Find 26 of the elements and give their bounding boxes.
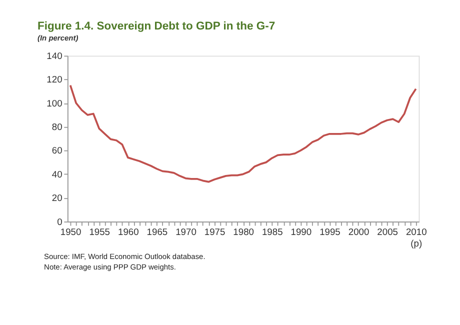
x-tick-label: 2005 bbox=[377, 227, 398, 238]
x-tick-label: 1975 bbox=[204, 227, 226, 238]
x-tick-label: 1990 bbox=[290, 227, 312, 238]
x-tick-label: 1995 bbox=[320, 227, 340, 238]
x-tick-label: 1965 bbox=[146, 227, 168, 238]
line-series bbox=[69, 84, 417, 183]
y-tick-label: 20 bbox=[52, 193, 62, 204]
text: Note: Average using PPP GDP weights. bbox=[44, 262, 176, 272]
y-tick-label: 60 bbox=[52, 146, 62, 156]
x-tick-label: 1970 bbox=[176, 227, 196, 238]
x-tick-label: 1985 bbox=[262, 227, 283, 238]
y-tick-label: 140 bbox=[46, 50, 62, 61]
y-tick-label: 80 bbox=[52, 122, 62, 132]
x-tick-label: 1950 bbox=[60, 227, 82, 238]
y-tick-label: 0 bbox=[57, 216, 62, 227]
x-tick-label: 1955 bbox=[89, 227, 110, 238]
x-tick-label: 1960 bbox=[118, 227, 139, 238]
chart-title: Figure 1.4. Sovereign Debt to GDP in the G-7 bbox=[37, 20, 276, 32]
x-tick-label: 1980 bbox=[233, 227, 254, 238]
x-tick-label: 2010 (p) bbox=[406, 227, 427, 248]
source-note: Source: IMF, World Economic Outlook database. bbox=[44, 252, 206, 261]
x-tick-label: 2000 bbox=[348, 227, 370, 238]
y-tick-label: 120 bbox=[46, 74, 62, 85]
y-tick-label: 100 bbox=[46, 98, 62, 108]
y-tick-label: 40 bbox=[52, 169, 62, 180]
chart-subtitle: (In percent) bbox=[37, 34, 79, 43]
